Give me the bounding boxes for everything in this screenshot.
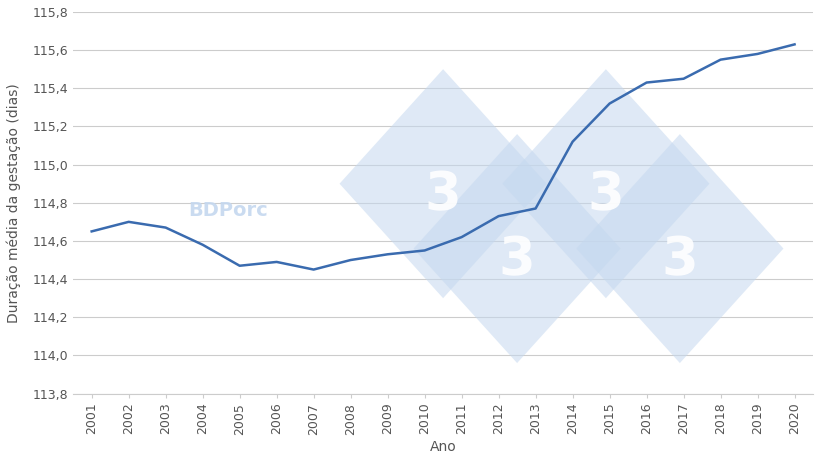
- Text: 3: 3: [586, 169, 623, 221]
- Y-axis label: Duração média da gestação (dias): Duração média da gestação (dias): [7, 83, 21, 323]
- Text: 3: 3: [424, 169, 461, 221]
- Text: BDPorc: BDPorc: [188, 201, 268, 220]
- Polygon shape: [413, 134, 620, 363]
- X-axis label: Ano: Ano: [429, 440, 456, 454]
- Text: 3: 3: [498, 234, 535, 286]
- Polygon shape: [339, 69, 546, 298]
- Polygon shape: [576, 134, 782, 363]
- Polygon shape: [502, 69, 708, 298]
- Text: 3: 3: [661, 234, 698, 286]
